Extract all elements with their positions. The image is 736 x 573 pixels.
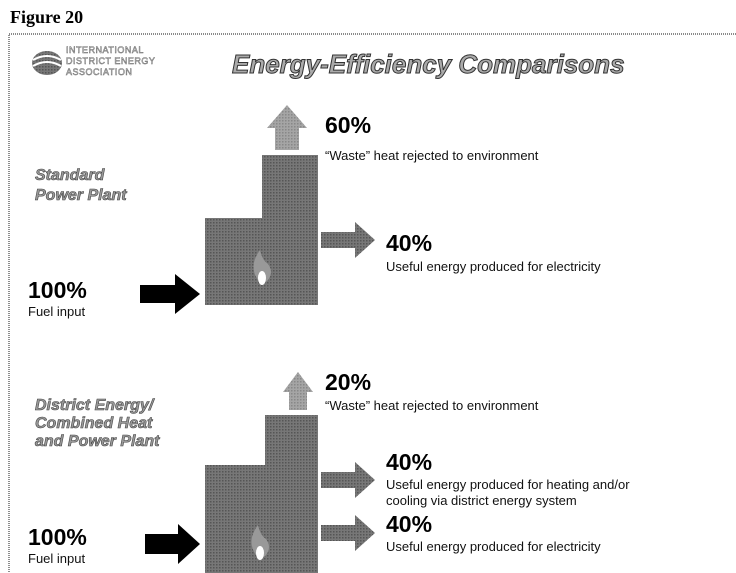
label: Useful energy produced for heating and/o…: [386, 477, 630, 492]
percent: 40%: [386, 511, 432, 537]
heading: District Energy/: [35, 397, 155, 414]
flame: [253, 250, 271, 283]
arrow-right: [321, 515, 375, 551]
heading: Standard: [35, 167, 106, 184]
percent: 60%: [325, 112, 371, 138]
arrow-right: [321, 462, 375, 498]
label: Fuel input: [28, 551, 85, 566]
arrow-input: [140, 274, 200, 314]
label: Fuel input: [28, 304, 85, 319]
percent: 100%: [28, 524, 87, 550]
heading: and Power Plant: [35, 433, 160, 450]
flame-core: [256, 546, 264, 560]
logo-text: ASSOCIATION: [66, 67, 132, 77]
logo-text: DISTRICT ENERGY: [66, 56, 155, 66]
flame-core: [258, 271, 266, 285]
percent: 20%: [325, 369, 371, 395]
label: “Waste” heat rejected to environment: [325, 148, 539, 163]
percent: 40%: [386, 449, 432, 475]
flame: [251, 525, 269, 558]
label: “Waste” heat rejected to environment: [325, 398, 539, 413]
figure-label: Figure 20: [10, 7, 83, 27]
arrow-up: [283, 372, 313, 410]
percent: 40%: [386, 230, 432, 256]
percent: 100%: [28, 277, 87, 303]
heading: Power Plant: [35, 187, 127, 204]
plant: [205, 155, 318, 305]
logo: INTERNATIONAL DISTRICT ENERGY ASSOCIATIO…: [32, 45, 155, 77]
label: Useful energy produced for electricity: [386, 539, 601, 554]
arrow-up: [267, 105, 307, 150]
label: Useful energy produced for electricity: [386, 259, 601, 274]
arrow-input: [145, 524, 200, 564]
title: Energy-Efficiency Comparisons: [232, 49, 625, 79]
plant: [205, 415, 318, 573]
label: cooling via district energy system: [386, 493, 577, 508]
frame: [8, 33, 736, 573]
heading: Combined Heat: [35, 415, 153, 432]
arrow-right: [321, 222, 375, 258]
logo-text: INTERNATIONAL: [66, 45, 144, 55]
